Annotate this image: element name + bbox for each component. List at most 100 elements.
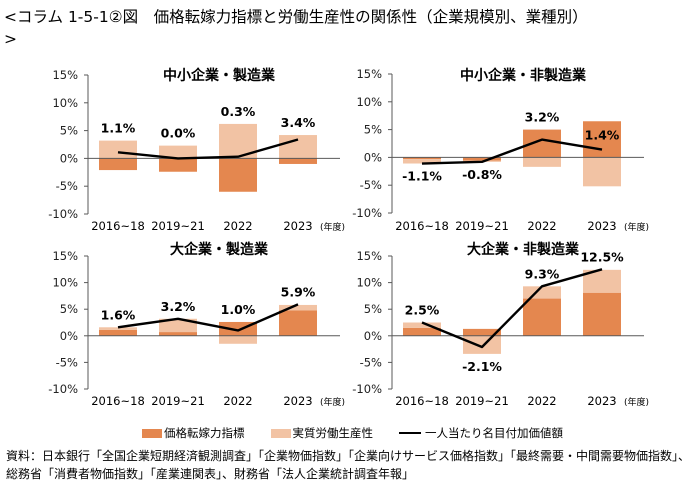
legend-label: 価格転嫁力指標 <box>164 426 245 440</box>
bar-price-pass-through <box>463 328 501 336</box>
legend-item-nominal-value-added: 一人当たり名目付加価値額 <box>399 425 563 441</box>
bar-price-pass-through <box>99 329 137 336</box>
bar-real-productivity <box>583 269 621 293</box>
line-nominal-value-added <box>117 138 299 160</box>
bar-price-pass-through <box>279 310 317 336</box>
x-tick-label: 2022 <box>527 394 556 408</box>
bar-price-pass-through <box>159 332 197 336</box>
bar-price-pass-through <box>463 157 501 161</box>
legend-item-price-pass-through: 価格転嫁力指標 <box>142 425 245 441</box>
x-tick-label: 2022 <box>527 219 556 233</box>
bar-real-productivity <box>403 322 441 328</box>
y-tick-label: 10% <box>52 276 78 290</box>
bar-real-productivity <box>159 318 197 333</box>
x-unit-label: (年度) <box>320 221 345 233</box>
legend-swatch-real-productivity <box>270 428 291 438</box>
bar-real-productivity <box>279 304 317 311</box>
legend-label: 一人当たり名目付加価値額 <box>425 426 563 440</box>
x-tick-label: 2022 <box>223 219 252 233</box>
legend-line-nominal-value-added <box>399 432 421 434</box>
bar-price-pass-through <box>219 158 257 192</box>
data-label: 5.9% <box>281 284 316 299</box>
x-tick-label: 2023 <box>587 219 616 233</box>
x-tick-label: 2016~18 <box>395 394 449 408</box>
bar-real-productivity <box>159 145 197 159</box>
y-tick-label: -10% <box>352 206 382 220</box>
x-tick-label: 2019~21 <box>151 219 205 233</box>
data-label: 3.4% <box>281 115 316 130</box>
bar-price-pass-through <box>99 158 137 171</box>
x-tick-label: 2016~18 <box>91 394 145 408</box>
bar-real-productivity <box>463 335 501 354</box>
y-tick-label: -10% <box>48 382 78 396</box>
y-tick-label: 15% <box>356 67 382 81</box>
source-note: 資料：日本銀行「全国企業短期経済観測調査」「企業物価指数」「企業向けサービス価格… <box>6 449 691 481</box>
x-tick-label: 2023 <box>587 394 616 408</box>
data-label: 0.0% <box>161 126 196 141</box>
x-unit-label: (年度) <box>320 396 345 408</box>
data-label: -1.1% <box>402 169 442 184</box>
bar-real-productivity <box>403 159 441 164</box>
x-tick-label: 2023 <box>283 219 312 233</box>
data-label: 1.6% <box>101 307 136 322</box>
bar-price-pass-through <box>583 292 621 336</box>
bar-real-productivity <box>99 140 137 159</box>
legend-swatch-price-pass-through <box>142 428 162 438</box>
x-unit-label: (年度) <box>624 396 649 408</box>
y-tick-label: 5% <box>60 302 78 316</box>
y-tick-label: 0% <box>364 329 382 343</box>
legend-item-real-productivity: 実質労働生産性 <box>270 425 374 441</box>
line-nominal-value-added <box>421 268 603 349</box>
line-nominal-value-added <box>117 303 299 332</box>
bar-price-pass-through <box>159 158 197 172</box>
y-tick-label: 0% <box>60 151 78 165</box>
y-tick-label: 0% <box>364 150 382 164</box>
x-tick-label: 2023 <box>283 394 312 408</box>
data-label: 12.5% <box>580 249 624 264</box>
y-tick-label: -5% <box>56 179 78 193</box>
y-tick-label: 15% <box>52 68 78 82</box>
bar-price-pass-through <box>403 157 441 160</box>
bar-real-productivity <box>279 135 317 159</box>
data-label: 2.5% <box>405 303 440 318</box>
bar-real-productivity <box>583 157 621 187</box>
data-label: 9.3% <box>525 266 560 281</box>
bar-real-productivity <box>523 157 561 167</box>
data-label: 3.2% <box>161 299 196 314</box>
chart-title: 大企業・製造業 <box>170 241 269 258</box>
bar-price-pass-through <box>583 121 621 158</box>
x-tick-label: 2019~21 <box>151 394 205 408</box>
y-tick-label: 5% <box>60 124 78 138</box>
data-label: 1.4% <box>585 128 620 143</box>
bar-real-productivity <box>523 286 561 299</box>
x-tick-label: 2022 <box>223 394 252 408</box>
legend-label: 実質労働生産性 <box>292 426 374 440</box>
figure-title: <コラム 1-5-1②図 価格転嫁力指標と労働生産性の関係性（企業規模別、業種別… <box>4 6 588 50</box>
figure-title-line2: > <box>4 30 17 48</box>
y-tick-label: 5% <box>364 123 382 137</box>
chart-title: 中小企業・製造業 <box>163 67 276 84</box>
y-tick-label: -5% <box>360 355 382 369</box>
line-nominal-value-added <box>421 138 603 165</box>
data-label: -2.1% <box>462 359 502 374</box>
x-tick-label: 2019~21 <box>455 219 509 233</box>
bar-price-pass-through <box>523 298 561 336</box>
bar-real-productivity <box>99 327 137 330</box>
x-unit-label: (年度) <box>624 221 649 233</box>
data-label: 3.2% <box>525 110 560 125</box>
y-tick-label: -10% <box>48 207 78 221</box>
chart-title: 大企業・非製造業 <box>467 241 580 258</box>
bar-price-pass-through <box>279 158 317 164</box>
y-tick-label: 10% <box>52 96 78 110</box>
y-tick-label: -5% <box>360 178 382 192</box>
data-label: 0.3% <box>221 104 256 119</box>
y-tick-label: -10% <box>352 382 382 396</box>
y-tick-label: 15% <box>356 249 382 263</box>
y-tick-label: -5% <box>56 355 78 369</box>
y-tick-label: 10% <box>356 276 382 290</box>
x-tick-label: 2016~18 <box>91 219 145 233</box>
bar-real-productivity <box>219 335 257 344</box>
x-tick-label: 2016~18 <box>395 219 449 233</box>
chart-title: 中小企業・非製造業 <box>460 67 587 84</box>
